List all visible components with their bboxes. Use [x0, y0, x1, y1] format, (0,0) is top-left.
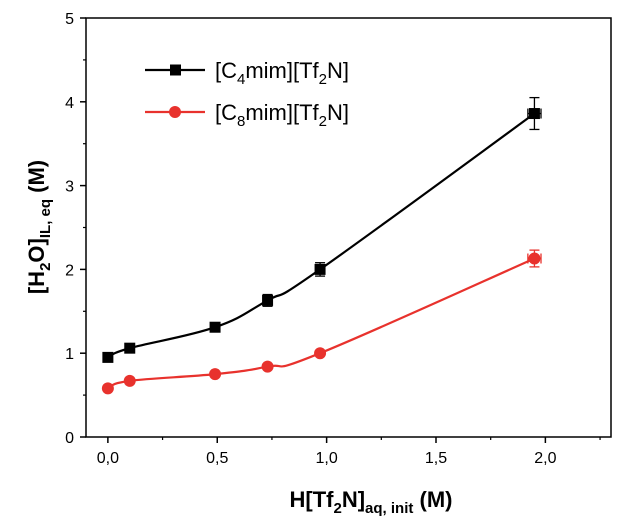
data-point-square: [262, 294, 274, 306]
series-2: [101, 249, 542, 395]
axes: 0,0 0,5 1,0 1,5 2,0 0 1 2 3 4 5: [65, 11, 612, 467]
data-point-square: [314, 263, 326, 275]
series-layer: [101, 96, 542, 395]
legend-marker-circle: [169, 106, 181, 118]
data-point-square: [124, 342, 136, 354]
series-line: [107, 112, 536, 359]
data-point-square: [209, 321, 221, 333]
series-line: [107, 257, 535, 390]
x-axis-title: H[Tf2N]aq, init (M): [290, 487, 453, 517]
x-tick-label: 1,0: [316, 450, 338, 467]
y-tick-label: 1: [65, 346, 74, 363]
series-1: [102, 96, 542, 363]
legend-item-1: [C4mim][Tf2N]: [145, 58, 349, 88]
x-tick-label: 1,5: [425, 450, 447, 467]
legend-label: [C4mim][Tf2N]: [215, 58, 349, 88]
x-tick-label: 0,5: [206, 450, 228, 467]
legend: [C4mim][Tf2N] [C8mim][Tf2N]: [145, 58, 349, 130]
data-point-square: [528, 108, 540, 120]
y-axis-title: [H2O]IL, eq (M): [24, 160, 54, 294]
data-point-circle: [209, 368, 222, 381]
data-point-circle: [123, 374, 136, 387]
y-tick-label: 5: [65, 11, 74, 28]
legend-item-2: [C8mim][Tf2N]: [145, 100, 349, 130]
data-point-circle: [261, 360, 274, 373]
data-point-square: [102, 351, 114, 363]
x-tick-label: 2,0: [534, 450, 556, 467]
y-tick-label: 4: [65, 95, 74, 112]
data-point-circle: [528, 252, 541, 265]
legend-label: [C8mim][Tf2N]: [215, 100, 349, 130]
x-tick-label: 0,0: [97, 450, 119, 467]
data-point-circle: [314, 347, 327, 360]
legend-marker-square: [170, 64, 181, 76]
y-tick-label: 0: [65, 430, 74, 447]
data-point-circle: [101, 382, 114, 395]
y-tick-label: 3: [65, 179, 74, 196]
y-tick-label: 2: [65, 262, 74, 279]
